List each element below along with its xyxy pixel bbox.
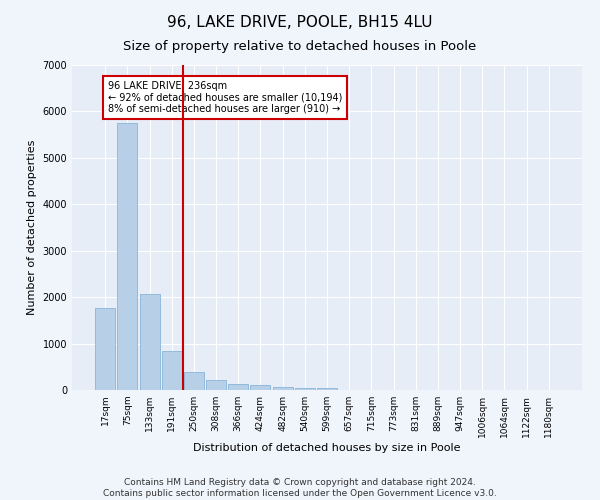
Bar [95,308,115,390]
Bar [118,123,137,390]
X-axis label: Distribution of detached houses by size in Poole: Distribution of detached houses by size … [193,442,461,452]
Bar [272,387,293,390]
Bar [228,384,248,390]
Bar [140,294,160,390]
Bar [162,352,182,390]
Text: 96, LAKE DRIVE, POOLE, BH15 4LU: 96, LAKE DRIVE, POOLE, BH15 4LU [167,15,433,30]
Bar [317,388,337,390]
Text: 96 LAKE DRIVE: 236sqm
← 92% of detached houses are smaller (10,194)
8% of semi-d: 96 LAKE DRIVE: 236sqm ← 92% of detached … [108,81,342,114]
Bar [250,385,271,390]
Bar [295,388,315,390]
Bar [206,380,226,390]
Text: Size of property relative to detached houses in Poole: Size of property relative to detached ho… [124,40,476,53]
Bar [184,372,204,390]
Y-axis label: Number of detached properties: Number of detached properties [27,140,37,315]
Text: Contains HM Land Registry data © Crown copyright and database right 2024.
Contai: Contains HM Land Registry data © Crown c… [103,478,497,498]
